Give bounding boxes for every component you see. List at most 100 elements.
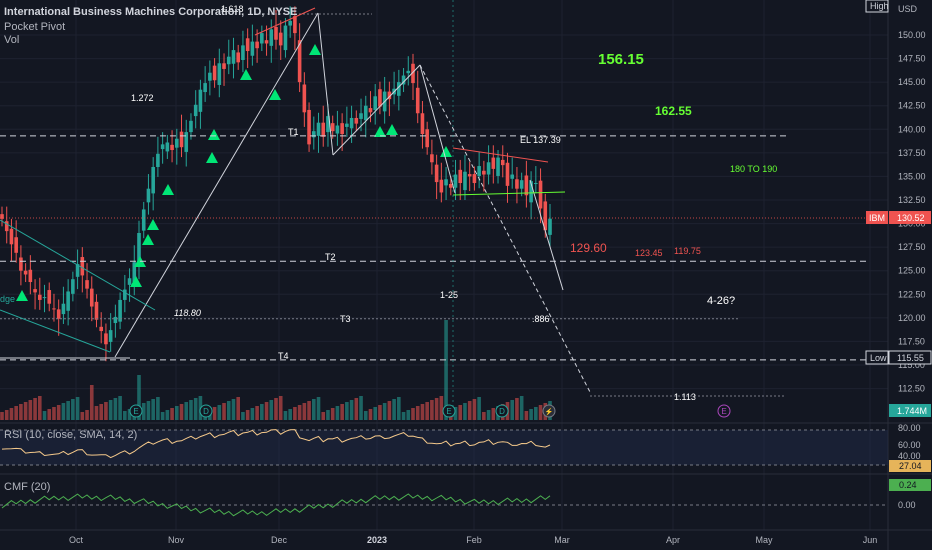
candle-body bbox=[529, 181, 533, 203]
volume-bar bbox=[477, 397, 481, 420]
event-marker[interactable] bbox=[199, 404, 213, 418]
volume-bar bbox=[269, 400, 274, 420]
low-label[interactable]: Low bbox=[870, 353, 887, 363]
candle-body bbox=[434, 164, 439, 183]
candle-body bbox=[515, 179, 519, 189]
volume-bar bbox=[14, 406, 18, 420]
event-marker-letter[interactable]: D bbox=[203, 407, 209, 416]
candle-body bbox=[311, 131, 316, 138]
rsi-label[interactable]: RSI (10, close, SMA, 14, 2) bbox=[4, 429, 137, 441]
event-marker-letter[interactable]: E bbox=[446, 407, 451, 416]
volume-bar bbox=[56, 405, 61, 420]
event-marker-letter[interactable]: E bbox=[721, 407, 726, 416]
candle-body bbox=[448, 183, 453, 188]
volume-bar bbox=[387, 401, 392, 420]
volume-bar bbox=[37, 396, 42, 420]
indicator-vol-label[interactable]: Vol bbox=[4, 34, 20, 46]
volume-bar bbox=[397, 397, 401, 420]
candle-body bbox=[321, 122, 326, 137]
fib-886-label: .886 bbox=[532, 314, 550, 324]
volume-bar bbox=[411, 408, 415, 420]
volume-bar bbox=[94, 406, 99, 420]
candle-body bbox=[222, 63, 226, 69]
candle-body bbox=[108, 330, 113, 342]
bolt-icon[interactable] bbox=[542, 404, 556, 418]
volume-bar bbox=[439, 396, 444, 420]
candle-body bbox=[146, 188, 151, 203]
volume-bar bbox=[415, 406, 420, 420]
volume-bar bbox=[425, 402, 429, 420]
pocket-pivot-triangle bbox=[130, 276, 142, 287]
volume-bar bbox=[467, 401, 472, 420]
candle-body bbox=[288, 20, 292, 26]
volume-bar bbox=[42, 411, 47, 420]
rsi-band bbox=[0, 430, 888, 465]
cmf-label[interactable]: CMF (20) bbox=[4, 481, 50, 493]
volume-bar bbox=[226, 401, 231, 420]
resistance-top bbox=[254, 7, 316, 36]
volume-bar bbox=[47, 409, 52, 420]
support-flag bbox=[452, 191, 566, 196]
last-price-box bbox=[889, 211, 931, 224]
candle-body bbox=[264, 40, 269, 44]
ticker-label[interactable]: IBM bbox=[869, 213, 885, 223]
volume-bar bbox=[141, 403, 146, 420]
volume-bar bbox=[453, 407, 458, 420]
volume-bar bbox=[340, 404, 344, 420]
el-label: EL 137.39 bbox=[520, 135, 561, 145]
candle-body bbox=[250, 41, 255, 56]
volume-bar bbox=[85, 410, 89, 420]
channel-lower bbox=[0, 309, 111, 353]
symbol-title[interactable]: International Business Machines Corporat… bbox=[4, 6, 298, 18]
volume-bar bbox=[354, 398, 359, 420]
candle-body bbox=[80, 257, 85, 276]
low-label-box[interactable] bbox=[865, 350, 889, 365]
indicator-pocket-pivot-label[interactable]: Pocket Pivot bbox=[4, 21, 66, 33]
trend-line-target bbox=[529, 179, 564, 291]
volume-bar bbox=[297, 405, 302, 420]
candle-body bbox=[297, 40, 302, 83]
candle-body bbox=[212, 65, 217, 81]
event-marker-letter[interactable]: D bbox=[499, 407, 505, 416]
high-label-box[interactable] bbox=[865, 0, 889, 13]
volume-bar bbox=[363, 411, 368, 420]
candle-body bbox=[458, 169, 463, 184]
candle-body bbox=[160, 144, 165, 150]
candle-body bbox=[33, 289, 37, 293]
event-marker[interactable] bbox=[717, 404, 731, 418]
candle-body bbox=[260, 33, 264, 44]
candle-body bbox=[278, 32, 283, 46]
candle-body bbox=[496, 157, 500, 176]
volume-bar bbox=[212, 407, 217, 420]
event-marker-letter[interactable]: E bbox=[133, 407, 138, 416]
candle-body bbox=[141, 209, 146, 231]
rsi-value: 27.04 bbox=[899, 461, 922, 471]
candle-body bbox=[37, 294, 42, 300]
date-426: 4-26? bbox=[707, 295, 735, 307]
volume-bar bbox=[193, 398, 198, 420]
high-label[interactable]: High bbox=[870, 1, 889, 11]
candle-body bbox=[61, 303, 66, 315]
event-marker[interactable] bbox=[495, 404, 509, 418]
candle-body bbox=[406, 70, 411, 74]
ticker-label-box[interactable] bbox=[866, 211, 888, 224]
candle-body bbox=[316, 122, 321, 136]
candle-body bbox=[184, 132, 189, 152]
price-axis-tick: 135.00 bbox=[898, 171, 926, 181]
t1-label: T1 bbox=[288, 127, 299, 137]
candle-body bbox=[293, 16, 297, 34]
volume-bar bbox=[236, 397, 241, 420]
candle-body bbox=[89, 288, 94, 307]
low-value: 115.55 bbox=[897, 353, 924, 363]
volume-bar bbox=[288, 409, 292, 420]
candle-body bbox=[132, 262, 137, 286]
trend-line-drop bbox=[317, 12, 334, 156]
volume-bar bbox=[146, 401, 151, 420]
event-marker[interactable] bbox=[129, 404, 143, 418]
volume-bar bbox=[302, 403, 307, 420]
candle-body bbox=[524, 175, 529, 196]
pocket-pivot-triangle bbox=[374, 126, 386, 137]
event-marker[interactable] bbox=[442, 404, 456, 418]
